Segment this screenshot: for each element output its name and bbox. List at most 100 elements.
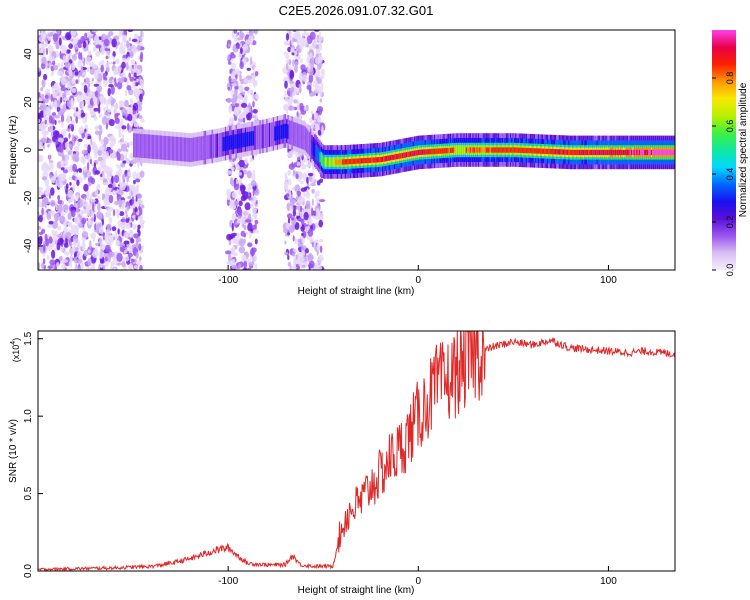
noise-blob: [313, 264, 320, 270]
noise-blob: [254, 223, 257, 228]
noise-blob: [292, 209, 297, 217]
band-cell: [240, 133, 243, 148]
noise-blob: [255, 71, 259, 77]
band-cell: [391, 154, 393, 161]
band-cell: [230, 135, 232, 150]
band-cell: [568, 149, 570, 155]
noise-blob: [106, 223, 112, 230]
noise-blob: [75, 79, 78, 84]
band-cell: [579, 149, 581, 156]
band-cell: [525, 147, 527, 154]
band-cell: [421, 149, 424, 155]
noise-blob: [113, 107, 118, 116]
noise-blob: [70, 97, 74, 106]
band-cell: [187, 137, 189, 162]
band-cell: [656, 149, 658, 156]
noise-blob: [49, 259, 56, 266]
noise-blob: [87, 98, 90, 106]
band-cell: [672, 149, 674, 156]
noise-blob: [107, 254, 111, 263]
band-cell: [461, 145, 464, 155]
noise-blob: [112, 56, 115, 60]
band-cell: [195, 137, 197, 162]
noise-blob: [115, 164, 119, 168]
noise-blob: [307, 172, 314, 177]
noise-blob: [49, 199, 56, 207]
band-cell: [499, 147, 501, 153]
noise-blob: [228, 117, 235, 127]
band-cell: [224, 136, 227, 151]
band-cell: [260, 124, 263, 149]
y-tick-label: 0.5: [23, 486, 34, 500]
noise-blob: [38, 67, 41, 72]
noise-blob: [91, 30, 99, 33]
band-cell: [159, 135, 161, 160]
noise-blob: [246, 67, 251, 71]
band-cell: [219, 133, 221, 157]
noise-blob: [116, 252, 123, 262]
noise-blob: [237, 172, 242, 176]
noise-blob: [127, 30, 134, 33]
band-cell: [584, 149, 586, 156]
band-cell: [495, 147, 497, 153]
band-cell: [330, 157, 332, 167]
noise-blob: [231, 191, 238, 199]
noise-blob: [293, 259, 297, 268]
band-cell: [268, 122, 271, 147]
noise-blob: [244, 86, 250, 92]
noise-blob: [69, 182, 72, 186]
noise-blob: [291, 252, 296, 257]
band-cell: [395, 154, 397, 160]
spectrogram-y-ticks: -40 -20 0 20 40: [23, 48, 43, 253]
noise-blob: [98, 226, 104, 235]
band-cell: [327, 157, 329, 167]
noise-blob: [38, 97, 43, 106]
band-cell: [459, 145, 461, 155]
noise-blob: [63, 97, 70, 101]
band-cell: [641, 149, 643, 156]
band-cell: [646, 149, 649, 156]
band-cell: [661, 149, 663, 156]
band-cell: [552, 149, 554, 155]
band-cell: [182, 137, 184, 162]
band-cell: [567, 149, 569, 155]
noise-blob: [114, 231, 118, 239]
noise-blob: [124, 249, 128, 254]
noise-blob: [321, 68, 325, 77]
band-cell: [483, 147, 485, 153]
noise-blob: [44, 178, 50, 187]
noise-blob: [239, 96, 244, 101]
noise-blob: [97, 202, 101, 212]
noise-blob: [228, 104, 233, 114]
noise-blob: [93, 116, 98, 121]
noise-blob: [123, 240, 130, 245]
noise-blob: [87, 171, 91, 177]
noise-blob: [247, 90, 254, 94]
noise-blob: [83, 143, 89, 149]
band-cell: [143, 134, 145, 159]
band-cell: [523, 147, 525, 154]
noise-blob: [119, 30, 122, 36]
band-cell: [423, 149, 425, 155]
noise-blob: [107, 108, 112, 113]
noise-blob: [105, 152, 110, 159]
noise-blob: [308, 45, 315, 50]
band-cell: [135, 133, 137, 158]
noise-blob: [131, 38, 138, 43]
noise-blob: [85, 267, 93, 270]
band-cell: [298, 123, 300, 148]
band-cell: [580, 149, 582, 156]
band-cell: [453, 147, 456, 153]
noise-blob: [137, 224, 141, 230]
noise-blob: [286, 105, 289, 115]
noise-blob: [238, 178, 242, 186]
band-cell: [358, 158, 360, 164]
colorbar: 0.0 0.2 0.4 0.6 0.8 Normalized spectral ampl…: [712, 30, 749, 276]
noise-blob: [38, 214, 43, 223]
noise-blob: [74, 224, 80, 231]
noise-blob: [87, 144, 91, 154]
band-cell: [205, 135, 207, 160]
noise-blob: [244, 158, 249, 165]
noise-blob: [38, 226, 42, 230]
noise-blob: [43, 265, 46, 270]
